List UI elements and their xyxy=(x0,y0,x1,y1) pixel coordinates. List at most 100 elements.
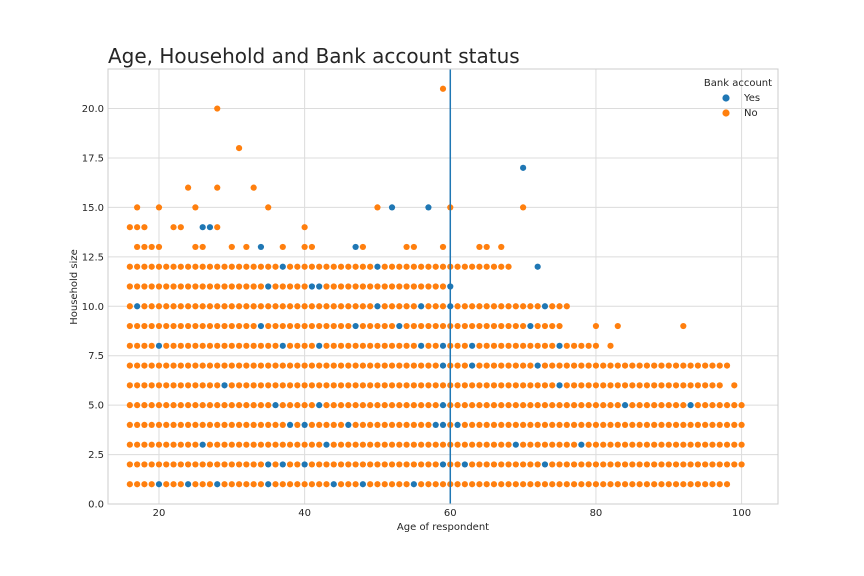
point-no xyxy=(556,322,563,330)
point-no xyxy=(163,362,170,369)
point-no xyxy=(359,243,366,251)
point-no xyxy=(410,263,417,270)
point-no xyxy=(359,402,366,409)
point-no xyxy=(592,382,600,389)
point-no xyxy=(410,382,417,389)
point-yes xyxy=(185,481,192,488)
point-no xyxy=(148,263,155,270)
point-no xyxy=(374,441,381,448)
point-no xyxy=(592,342,600,349)
point-yes xyxy=(134,303,141,310)
point-no xyxy=(345,461,352,468)
point-yes xyxy=(301,421,308,429)
point-no xyxy=(199,342,206,349)
point-no xyxy=(177,362,184,369)
point-no xyxy=(206,441,214,448)
point-no xyxy=(323,263,330,270)
point-no xyxy=(359,342,366,349)
point-no xyxy=(483,342,490,349)
point-yes xyxy=(396,322,403,330)
point-no xyxy=(163,402,170,409)
point-no xyxy=(134,362,141,369)
point-no xyxy=(134,421,141,429)
point-no xyxy=(294,322,301,330)
point-no xyxy=(454,402,461,409)
point-no xyxy=(439,481,447,488)
point-no xyxy=(228,303,235,310)
point-no xyxy=(206,283,214,290)
point-no xyxy=(337,441,345,448)
point-no xyxy=(556,303,563,310)
point-no xyxy=(629,402,636,409)
point-no xyxy=(614,382,621,389)
point-no xyxy=(651,461,658,468)
point-no xyxy=(221,322,228,330)
point-no xyxy=(425,303,432,310)
point-no xyxy=(134,224,141,231)
point-no xyxy=(636,382,643,389)
point-no xyxy=(381,322,388,330)
point-no xyxy=(228,441,235,448)
point-no xyxy=(512,382,519,389)
point-no xyxy=(418,382,425,389)
point-no xyxy=(228,461,235,468)
point-no xyxy=(228,382,235,389)
point-no xyxy=(607,382,614,389)
point-no xyxy=(345,382,352,389)
point-no xyxy=(483,441,490,448)
point-no xyxy=(221,283,228,290)
point-no xyxy=(337,461,345,468)
point-no xyxy=(134,204,141,211)
point-no xyxy=(578,342,585,349)
point-no xyxy=(585,362,592,369)
point-no xyxy=(549,342,556,349)
point-yes xyxy=(155,481,163,488)
point-no xyxy=(483,303,490,310)
point-no xyxy=(199,402,206,409)
point-no xyxy=(512,322,519,330)
point-no xyxy=(374,283,381,290)
point-no xyxy=(702,362,709,369)
point-no xyxy=(148,402,155,409)
point-no xyxy=(141,243,148,251)
point-no xyxy=(432,342,439,349)
point-no xyxy=(279,322,286,330)
point-no xyxy=(177,263,184,270)
point-no xyxy=(163,303,170,310)
legend-label-no: No xyxy=(744,108,758,119)
point-no xyxy=(432,322,439,330)
y-tick-label: 20.0 xyxy=(82,104,104,115)
point-no xyxy=(388,303,396,310)
point-yes xyxy=(578,441,585,448)
point-no xyxy=(214,362,221,369)
point-yes xyxy=(279,461,286,468)
y-tick-label: 17.5 xyxy=(82,153,104,164)
point-no xyxy=(498,243,505,251)
point-no xyxy=(709,402,716,409)
point-no xyxy=(214,224,221,231)
point-no xyxy=(243,461,250,468)
point-no xyxy=(337,362,345,369)
point-no xyxy=(549,461,556,468)
point-no xyxy=(257,342,265,349)
point-no xyxy=(214,342,221,349)
point-no xyxy=(192,204,199,211)
point-no xyxy=(170,224,177,231)
point-no xyxy=(155,461,163,468)
legend-title: Bank account xyxy=(704,78,772,89)
point-no xyxy=(250,461,257,468)
point-no xyxy=(323,283,330,290)
point-no xyxy=(476,382,483,389)
point-no xyxy=(323,362,330,369)
point-no xyxy=(672,362,680,369)
point-no xyxy=(323,322,330,330)
point-no xyxy=(323,421,330,429)
point-no xyxy=(687,441,694,448)
point-yes xyxy=(541,461,549,468)
point-no xyxy=(148,382,155,389)
point-no xyxy=(192,342,199,349)
point-no xyxy=(469,481,476,488)
point-no xyxy=(636,441,643,448)
point-no xyxy=(265,421,272,429)
point-no xyxy=(141,481,148,488)
